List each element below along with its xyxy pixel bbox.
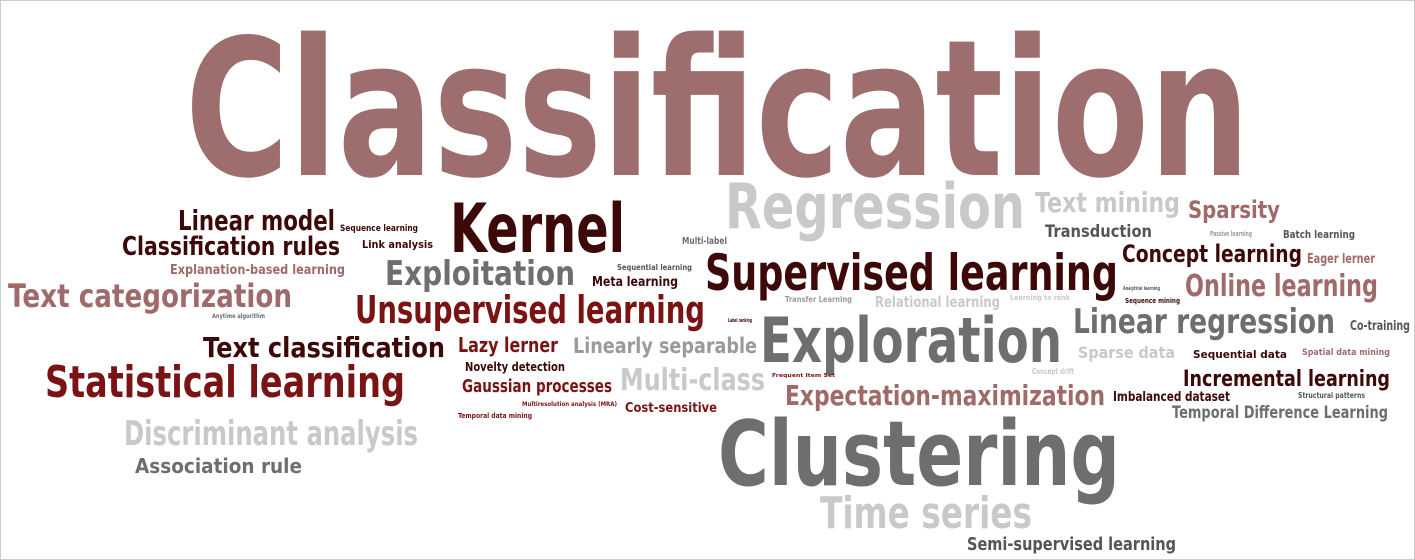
word: Sequential learning xyxy=(617,263,692,272)
word: Online learning xyxy=(1185,269,1378,304)
word: Spatial data mining xyxy=(1302,348,1390,358)
word: Gaussian processes xyxy=(462,376,612,397)
word: Classification rules xyxy=(122,232,340,262)
word: Multiresolution analysis (MRA) xyxy=(522,401,617,408)
word: Link analysis xyxy=(362,238,433,251)
word: Concept learning xyxy=(1122,240,1302,268)
word: Sequence learning xyxy=(340,224,418,234)
word: Learning to rank xyxy=(1010,294,1070,302)
word: Batch learning xyxy=(1283,228,1355,241)
word: Sparsity xyxy=(1188,196,1280,224)
word: Linear model xyxy=(178,204,335,237)
word: Discriminant analysis xyxy=(124,414,418,454)
word: Eager lerner xyxy=(1307,252,1375,267)
word: Statistical learning xyxy=(45,357,405,408)
word: Frequent Item Set xyxy=(772,373,836,379)
word: Sequential data xyxy=(1193,348,1287,361)
word: Relational learning xyxy=(875,293,1000,311)
word: Sparse data xyxy=(1078,343,1175,362)
word: Temporal Difference Learning xyxy=(1172,403,1388,423)
word: Cost-sensitive xyxy=(625,401,717,416)
word: Unsupervised learning xyxy=(355,288,705,332)
word: Clustering xyxy=(718,402,1120,507)
word: Passive learning xyxy=(1210,230,1252,238)
word: Co-training xyxy=(1350,319,1410,334)
word: Concept drift xyxy=(1032,367,1074,376)
word: Sequence mining xyxy=(1125,297,1180,305)
word: Exploration xyxy=(760,304,1062,377)
word: Association rule xyxy=(135,454,302,478)
word: Multi-class xyxy=(620,363,765,398)
word: Multi-label xyxy=(682,236,727,247)
word: Classification xyxy=(185,0,1250,220)
word: Analytical learning xyxy=(1123,286,1160,292)
word: Incremental learning xyxy=(1183,367,1390,392)
word: Exploitation xyxy=(385,254,575,294)
word: Text classification xyxy=(203,331,445,364)
word: Explanation-based learning xyxy=(170,263,345,278)
word: Imbalanced dataset xyxy=(1113,390,1230,405)
word: Linearly separable xyxy=(573,334,757,358)
word: Novelty detection xyxy=(465,360,565,374)
word: Kernel xyxy=(450,190,625,269)
word: Text mining xyxy=(1035,186,1180,219)
word: Semi-supervised learning xyxy=(967,534,1176,555)
word: Transfer Learning xyxy=(785,295,852,304)
word: Linear regression xyxy=(1073,302,1335,342)
word: Lazy lerner xyxy=(458,333,558,357)
word: Label ranking xyxy=(728,318,752,324)
word: Meta learning xyxy=(592,275,678,290)
word: Temporal data mining xyxy=(458,412,532,420)
word: Supervised learning xyxy=(705,244,1118,302)
word: Expectation-maximization xyxy=(785,379,1105,412)
word: Transduction xyxy=(1045,222,1152,242)
word: Structural patterns xyxy=(1298,391,1365,400)
word: Anytime algorithm xyxy=(212,313,265,320)
word: Text categorization xyxy=(8,277,292,315)
word: Time series xyxy=(820,488,1032,539)
word: Regression xyxy=(725,170,1025,243)
